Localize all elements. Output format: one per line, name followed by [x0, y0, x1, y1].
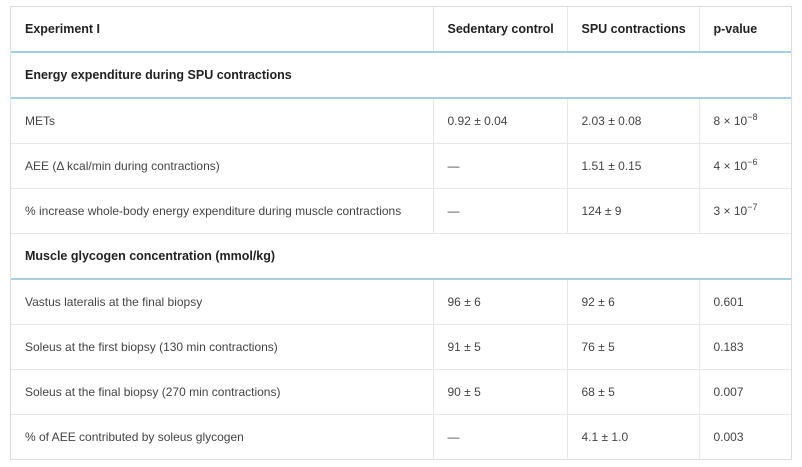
p-value-base: 3 × 10: [713, 204, 748, 218]
row-label: Soleus at the first biopsy (130 min cont…: [11, 324, 434, 370]
column-header-p-value: p-value: [699, 7, 791, 53]
p-value-cell: 0.183: [699, 324, 791, 370]
p-value-cell: 0.601: [699, 279, 791, 325]
spu-value: 2.03 ± 0.08: [567, 98, 700, 144]
spu-value: 68 ± 5: [567, 369, 700, 415]
column-header-spu-contractions: SPU contractions: [567, 7, 700, 53]
table-row: % of AEE contributed by soleus glycogen …: [11, 414, 791, 459]
table-row: Vastus lateralis at the final biopsy 96 …: [11, 279, 791, 325]
p-value-base: 4 × 10: [713, 159, 748, 173]
sedentary-value: —: [433, 414, 568, 459]
section-header-row: Energy expenditure during SPU contractio…: [11, 52, 791, 99]
data-table-container: Experiment I Sedentary control SPU contr…: [10, 6, 792, 460]
p-value-base: 8 × 10: [713, 114, 748, 128]
spu-value: 1.51 ± 0.15: [567, 143, 700, 189]
column-header-experiment: Experiment I: [11, 7, 434, 53]
sedentary-value: 96 ± 6: [433, 279, 568, 325]
row-label: Soleus at the final biopsy (270 min cont…: [11, 369, 434, 415]
table-row: Soleus at the first biopsy (130 min cont…: [11, 324, 791, 370]
table-header-row: Experiment I Sedentary control SPU contr…: [11, 7, 791, 53]
section-header-row: Muscle glycogen concentration (mmol/kg): [11, 233, 791, 280]
experiment-table: Experiment I Sedentary control SPU contr…: [11, 7, 791, 459]
table-row: % increase whole-body energy expenditure…: [11, 188, 791, 234]
row-label: Vastus lateralis at the final biopsy: [11, 279, 434, 325]
spu-value: 92 ± 6: [567, 279, 700, 325]
p-value-exponent: −7: [747, 202, 758, 212]
spu-value: 76 ± 5: [567, 324, 700, 370]
table-row: AEE (Δ kcal/min during contractions) — 1…: [11, 143, 791, 189]
table-row: Soleus at the final biopsy (270 min cont…: [11, 369, 791, 415]
spu-value: 4.1 ± 1.0: [567, 414, 700, 459]
p-value-cell: 0.003: [713, 430, 744, 444]
p-value-cell: 3 × 10−7: [699, 188, 791, 234]
sedentary-value: —: [433, 143, 568, 189]
table-row: METs 0.92 ± 0.04 2.03 ± 0.08 8 × 10−8: [11, 98, 791, 144]
p-value-exponent: −8: [747, 112, 758, 122]
column-header-sedentary-control: Sedentary control: [433, 7, 568, 53]
p-value-cell: 8 × 10−8: [699, 98, 791, 144]
p-value-cell: 4 × 10−6: [699, 143, 791, 189]
sedentary-value: —: [433, 188, 568, 234]
row-label: % of AEE contributed by soleus glycogen: [11, 414, 434, 459]
section-title: Energy expenditure during SPU contractio…: [11, 52, 791, 99]
row-label: METs: [11, 98, 434, 144]
row-label: % increase whole-body energy expenditure…: [11, 188, 434, 234]
p-value-exponent: −6: [747, 157, 758, 167]
sedentary-value: 90 ± 5: [433, 369, 568, 415]
sedentary-value: 0.92 ± 0.04: [433, 98, 568, 144]
sedentary-value: 91 ± 5: [433, 324, 568, 370]
p-value-cell: 0.007: [699, 369, 791, 415]
section-title: Muscle glycogen concentration (mmol/kg): [11, 233, 791, 280]
row-label: AEE (Δ kcal/min during contractions): [11, 143, 434, 189]
spu-value: 124 ± 9: [567, 188, 700, 234]
